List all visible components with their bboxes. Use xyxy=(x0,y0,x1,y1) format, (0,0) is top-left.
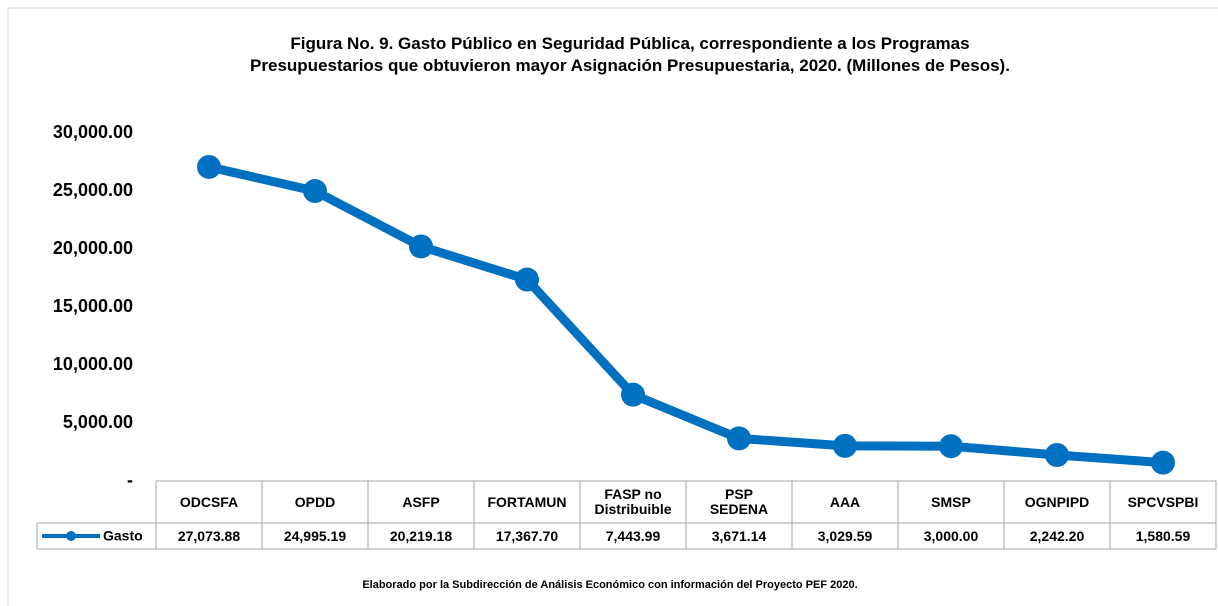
chart-title: Figura No. 9. Gasto Público en Seguridad… xyxy=(250,34,1010,75)
data-label: 3,029.59 xyxy=(817,527,873,544)
x-tick-label: PSP SEDENA xyxy=(709,486,769,517)
source-note: Elaborado por la Subdirección de Análisi… xyxy=(362,578,858,591)
data-label: 1,580.59 xyxy=(1135,527,1191,544)
data-label: 2,242.20 xyxy=(1029,527,1085,544)
x-tick-label: ODCSFA xyxy=(179,493,239,510)
legend-marker xyxy=(66,531,76,541)
data-label: 27,073.88 xyxy=(177,527,241,544)
y-tick-label: 15,000.00 xyxy=(53,296,133,316)
data-label: 17,367.70 xyxy=(495,527,559,544)
x-tick-label: FASP no Distribuible xyxy=(594,486,672,517)
x-tick-label: AAA xyxy=(829,493,861,510)
x-tick-label: FORTAMUN xyxy=(487,493,567,510)
x-tick-label: OGNPIPD xyxy=(1024,493,1090,510)
y-tick-label: 25,000.00 xyxy=(53,180,133,200)
x-tick-label: SPCVSPBI xyxy=(1127,493,1199,510)
x-tick-label: SMSP xyxy=(931,493,971,510)
legend-label: Gasto xyxy=(103,528,143,544)
marker xyxy=(833,433,857,458)
marker xyxy=(621,382,645,407)
marker xyxy=(1151,450,1175,475)
marker xyxy=(939,434,963,459)
series-line xyxy=(208,162,1164,468)
data-label: 3,000.00 xyxy=(923,527,979,544)
data-label: 3,671.14 xyxy=(711,527,767,544)
marker xyxy=(303,179,327,204)
y-tick-label: 20,000.00 xyxy=(53,238,133,258)
x-tick-label: OPDD xyxy=(294,493,336,510)
y-tick-label: 5,000.00 xyxy=(63,412,133,432)
data-label: 7,443.99 xyxy=(605,527,661,544)
marker xyxy=(515,267,539,292)
y-tick-label: - xyxy=(127,470,133,490)
marker xyxy=(727,426,751,451)
y-tick-label: 10,000.00 xyxy=(53,354,133,374)
y-tick-label: 30,000.00 xyxy=(53,122,133,142)
marker xyxy=(197,154,221,179)
marker xyxy=(1045,442,1069,467)
data-label: 24,995.19 xyxy=(283,527,347,544)
x-tick-label: ASFP xyxy=(402,493,440,510)
data-label: 20,219.18 xyxy=(389,527,453,544)
chart-border xyxy=(7,7,1218,606)
marker xyxy=(409,234,433,259)
